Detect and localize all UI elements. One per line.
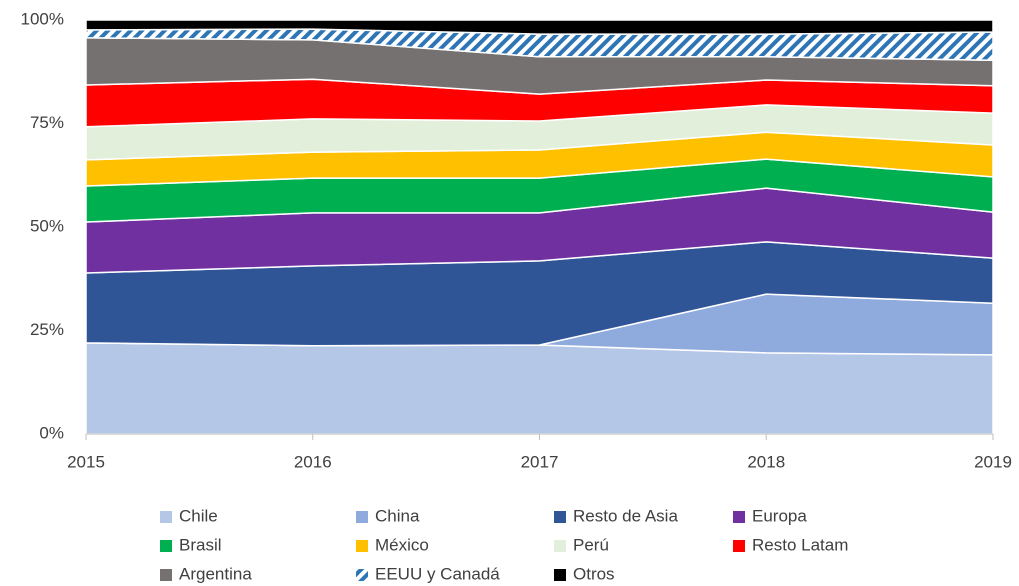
legend-label: Chile xyxy=(179,506,218,525)
legend-label: China xyxy=(375,506,420,525)
legend-swatch xyxy=(733,540,745,552)
legend-label: Europa xyxy=(752,506,807,525)
legend-label: Brasil xyxy=(179,535,222,554)
y-tick-label: 0% xyxy=(39,423,64,442)
legend-item: Argentina xyxy=(160,564,252,583)
legend-item: China xyxy=(356,506,420,525)
legend-swatch xyxy=(160,569,172,581)
area xyxy=(85,342,994,435)
x-tick-label: 2016 xyxy=(294,452,332,471)
legend-label: Resto de Asia xyxy=(573,506,678,525)
legend-item: México xyxy=(356,535,429,554)
y-tick-label: 100% xyxy=(21,9,64,28)
legend-item: Chile xyxy=(160,506,218,525)
legend-item: EEUU y Canadá xyxy=(356,564,500,583)
legend-label: Argentina xyxy=(179,564,252,583)
legend-swatch xyxy=(733,511,745,523)
legend-swatch xyxy=(356,569,368,581)
legend-item: Resto de Asia xyxy=(554,506,678,525)
y-tick-label: 75% xyxy=(30,113,64,132)
area xyxy=(85,19,994,35)
legend-swatch xyxy=(356,511,368,523)
legend-swatch xyxy=(554,540,566,552)
legend-item: Brasil xyxy=(160,535,222,554)
x-tick-label: 2015 xyxy=(67,452,105,471)
legend-label: Perú xyxy=(573,535,609,554)
y-tick-label: 25% xyxy=(30,320,64,339)
x-tick-label: 2019 xyxy=(974,452,1012,471)
legend-swatch xyxy=(554,569,566,581)
legend-swatch xyxy=(160,511,172,523)
y-tick-label: 50% xyxy=(30,216,64,235)
x-tick-label: 2017 xyxy=(521,452,559,471)
legend-item: Europa xyxy=(733,506,807,525)
legend-item: Resto Latam xyxy=(733,535,848,554)
legend-label: Otros xyxy=(573,564,615,583)
legend-item: Perú xyxy=(554,535,609,554)
legend-label: EEUU y Canadá xyxy=(375,564,500,583)
legend-swatch xyxy=(356,540,368,552)
legend-label: México xyxy=(375,535,429,554)
legend-item: Otros xyxy=(554,564,615,583)
legend-swatch xyxy=(554,511,566,523)
x-tick-label: 2018 xyxy=(747,452,785,471)
legend-label: Resto Latam xyxy=(752,535,848,554)
legend-swatch xyxy=(160,540,172,552)
